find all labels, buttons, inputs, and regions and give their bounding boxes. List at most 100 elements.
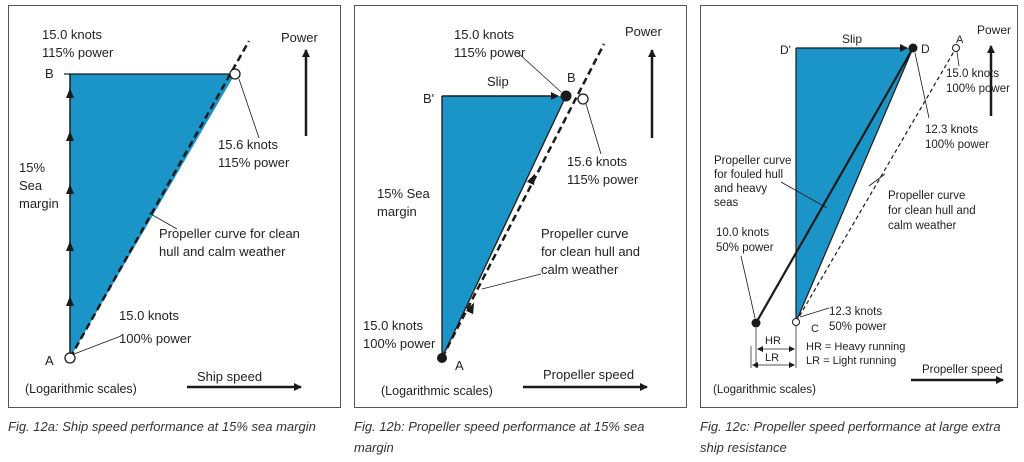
point-b-label: B — [567, 70, 576, 85]
lr-label: LR — [765, 352, 779, 364]
point-a-marker — [437, 353, 447, 363]
sea-margin-label-1: 15% Sea — [377, 186, 431, 201]
fouled-curve-label-3: and heavy — [714, 183, 767, 195]
sea-margin-arrow-1 — [66, 296, 74, 306]
point-c-marker — [792, 318, 800, 326]
operating-arrow-1 — [465, 302, 475, 315]
low-point-marker — [751, 318, 761, 328]
point-b-note-1: 15.0 knots — [42, 27, 102, 42]
leader-top — [585, 103, 602, 155]
curve-label-1: Propeller curve for clean — [159, 226, 300, 241]
leader-low — [740, 255, 756, 319]
clean-curve-label-2: for clean hull and — [888, 205, 976, 217]
fouled-curve-label-1: Propeller curve — [714, 155, 791, 167]
figure-12b-caption: Fig. 12b: Propeller speed performance at… — [354, 419, 645, 455]
point-b-marker — [560, 90, 572, 102]
lr-legend: LR = Light running — [806, 355, 896, 367]
point-d-note-2: 100% power — [925, 139, 989, 151]
figure-12a-diagram: Power 15.0 knots 115% power B 15.6 knots… — [19, 27, 319, 396]
sea-margin-label-3: margin — [19, 196, 59, 211]
point-a-label: A — [455, 358, 464, 373]
power-label: Power — [977, 23, 1011, 37]
hr-label: HR — [765, 335, 781, 347]
scale-note: (Logarithmic scales) — [25, 382, 137, 396]
point-a-note-1: 15.0 knots — [946, 68, 999, 80]
point-d-marker — [908, 43, 918, 53]
clean-curve-label-1: Propeller curve — [888, 190, 965, 202]
leader-top — [238, 78, 260, 139]
point-a-note-2: 100% power — [946, 83, 1010, 95]
point-top-marker — [577, 93, 589, 105]
scale-note: (Logarithmic scales) — [381, 384, 493, 398]
fouled-curve-label-2: for fouled hull — [714, 169, 783, 181]
figure-12a-caption: Fig. 12a: Ship speed performance at 15% … — [8, 419, 316, 434]
point-a-note-2: 100% power — [119, 331, 192, 346]
point-d-label: D — [921, 42, 930, 56]
figure-12b-panel: Power 15.0 knots 115% power B Slip B' 15… — [354, 5, 687, 408]
point-top-note-1: 15.6 knots — [218, 137, 278, 152]
operating-line — [441, 95, 567, 359]
fouled-curve-label-4: seas — [714, 197, 739, 209]
sea-margin-arrow-5 — [66, 88, 74, 98]
leader-curve — [148, 212, 178, 230]
point-c-note-2: 50% power — [829, 321, 887, 333]
figure-12c-panel: Power Slip D' D A 15.0 knots 100% power … — [700, 5, 1018, 408]
slip-label: Slip — [842, 32, 862, 46]
point-c-label: C — [811, 323, 819, 335]
low-point-note-1: 10.0 knots — [716, 227, 769, 239]
figure-12a-panel: Power 15.0 knots 115% power B 15.6 knots… — [8, 5, 341, 408]
point-top-marker — [229, 68, 241, 80]
sea-margin-arrow-3 — [66, 184, 74, 194]
point-d-prime-label: D' — [780, 43, 791, 57]
sea-margin-label-2: Sea — [19, 178, 43, 193]
sea-margin-label-2: margin — [377, 204, 417, 219]
power-label: Power — [281, 30, 319, 45]
figure-12c-diagram: Power Slip D' D A 15.0 knots 100% power … — [713, 23, 1011, 396]
point-a-marker — [64, 352, 76, 364]
point-b-note-2: 115% power — [42, 45, 114, 60]
leader-d — [914, 52, 930, 119]
point-a-note-2: 100% power — [363, 336, 436, 351]
point-top-note-2: 115% power — [567, 172, 639, 187]
operating-line — [795, 47, 914, 323]
propeller-curve-fouled — [755, 47, 914, 324]
leader-curve — [481, 273, 542, 290]
propeller-curve-clean — [795, 47, 957, 323]
operating-arrow-2 — [526, 173, 536, 186]
curve-label-2: hull and calm weather — [159, 244, 286, 259]
point-top-note-2: 115% power — [218, 155, 290, 170]
leader-a — [73, 335, 122, 355]
point-a-note-1: 15.0 knots — [363, 318, 423, 333]
point-a-marker — [952, 44, 960, 52]
low-point-note-2: 50% power — [716, 242, 774, 254]
clean-curve-label-3: calm weather — [888, 220, 957, 232]
point-a-label: A — [45, 353, 54, 368]
x-axis-label: Propeller speed — [543, 367, 634, 382]
point-top-note-1: 15.6 knots — [567, 154, 627, 169]
propeller-curve-clean — [68, 40, 251, 359]
leader-c — [799, 307, 830, 318]
x-axis-label: Ship speed — [197, 369, 262, 384]
curve-label-2: for clean hull and — [541, 244, 640, 259]
leader-clean — [868, 173, 886, 187]
point-b-note-1: 15.0 knots — [454, 27, 514, 42]
sea-margin-arrow-4 — [66, 131, 74, 141]
slip-label: Slip — [487, 74, 509, 89]
figure-12b-diagram: Power 15.0 knots 115% power B Slip B' 15… — [363, 24, 663, 398]
sea-margin-arrow-2 — [66, 241, 74, 251]
figure-12c-caption: Fig. 12c: Propeller speed performance at… — [700, 419, 1001, 455]
point-c-note-1: 12.3 knots — [829, 306, 882, 318]
propeller-curve-clean — [440, 43, 606, 359]
leader-b — [516, 51, 562, 93]
leader-a — [956, 51, 960, 67]
point-b-label: B — [45, 66, 54, 81]
point-a-label: A — [956, 34, 964, 46]
point-b-note-2: 115% power — [454, 45, 526, 60]
leader-fouled — [780, 181, 828, 209]
hr-legend: HR = Heavy running — [806, 341, 905, 353]
scale-note: (Logarithmic scales) — [713, 384, 816, 396]
point-a-note-1: 15.0 knots — [119, 308, 179, 323]
point-d-note-1: 12.3 knots — [925, 124, 978, 136]
curve-label-1: Propeller curve — [541, 226, 628, 241]
curve-label-3: calm weather — [541, 262, 619, 277]
